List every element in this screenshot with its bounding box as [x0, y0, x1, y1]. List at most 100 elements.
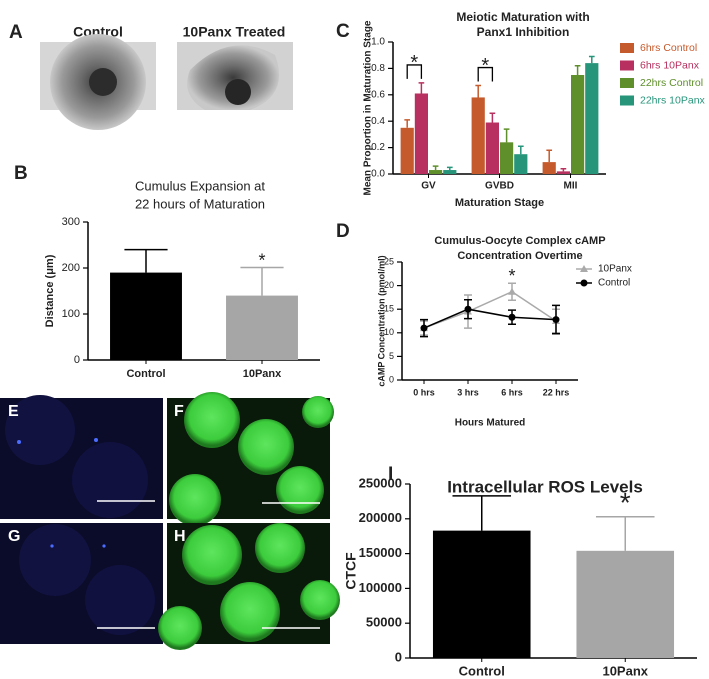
y-tick-label: 5	[389, 351, 394, 361]
bar	[400, 127, 414, 174]
bar	[226, 295, 298, 360]
panel-letter: I	[388, 464, 393, 485]
annotation: *	[481, 55, 489, 77]
legend-label: 22hrs Control	[640, 77, 703, 89]
fluorescence-image: E	[0, 395, 163, 519]
bar	[571, 75, 585, 174]
error-bar	[240, 266, 284, 296]
x-tick-label: 10Panx	[243, 368, 282, 380]
annotation: *	[620, 487, 631, 518]
annotation: *	[258, 250, 265, 270]
marker	[464, 305, 472, 313]
y-tick-label: 0	[395, 649, 402, 664]
error-bar	[574, 65, 581, 75]
legend-label: 22hrs 10Panx	[640, 94, 706, 106]
bracket	[406, 64, 423, 79]
y-tick-label: 0	[389, 374, 394, 384]
chart-title: Cumulus-Oocyte Complex cAMP	[434, 235, 605, 247]
panel-letter: A	[9, 22, 23, 43]
error-bar	[452, 495, 512, 531]
y-tick-label: 50000	[366, 615, 402, 630]
panel-letter: F	[174, 403, 184, 420]
bar	[514, 154, 528, 174]
y-tick-label: 200	[62, 262, 80, 274]
annotation: *	[508, 266, 515, 286]
y-axis-label: Mean Proportion in Maturation Stage	[363, 20, 374, 195]
legend-swatch	[620, 43, 634, 53]
bar	[471, 97, 485, 174]
error-bar	[595, 515, 655, 551]
y-tick-label: 1.0	[371, 37, 385, 48]
panel-letter: E	[8, 403, 19, 420]
legend-marker	[580, 279, 588, 287]
marker	[508, 287, 516, 295]
panel-letter: C	[336, 21, 350, 42]
micrograph	[177, 42, 293, 110]
legend-swatch	[620, 95, 634, 106]
x-tick-label: 6 hrs	[501, 387, 523, 397]
legend-marker	[580, 265, 588, 272]
legend-swatch	[620, 78, 634, 88]
x-tick-label: GV	[421, 181, 436, 192]
y-tick-label: 20	[384, 280, 394, 290]
x-tick-label: 22 hrs	[543, 387, 570, 397]
chart-title: Panx1 Inhibition	[477, 25, 570, 39]
chart-title: Concentration Overtime	[457, 250, 582, 262]
y-tick-label: 15	[384, 304, 394, 314]
y-axis-label: Distance (μm)	[44, 254, 56, 327]
legend-label: Control	[598, 278, 630, 289]
bar	[542, 162, 556, 174]
error-bar	[517, 145, 524, 155]
chart-title: 22 hours of Maturation	[135, 196, 265, 211]
bar	[556, 171, 570, 174]
bar	[429, 170, 443, 174]
y-axis-label: CTCF	[343, 552, 359, 590]
bar	[443, 170, 457, 174]
chart-title: Intracellular ROS Levels	[447, 477, 643, 496]
y-tick-label: 0.8	[371, 63, 385, 74]
bar	[500, 142, 514, 174]
y-tick-label: 200000	[359, 510, 402, 525]
legend-label: 6hrs 10Panx	[640, 59, 700, 71]
legend-label: 6hrs Control	[640, 42, 697, 54]
error-bar	[432, 165, 439, 171]
bar	[585, 63, 599, 175]
bar	[485, 122, 499, 174]
y-tick-label: 100	[62, 308, 80, 320]
error-bar	[475, 84, 482, 98]
annotation: *	[410, 52, 418, 74]
bar	[576, 550, 675, 658]
error-bar	[560, 167, 567, 172]
error-bar	[546, 149, 553, 163]
y-tick-label: 0.2	[371, 142, 385, 153]
y-tick-label: 150000	[359, 545, 402, 560]
error-bar	[404, 119, 411, 128]
panel-letter: D	[336, 221, 350, 242]
y-tick-label: 0.6	[371, 89, 385, 100]
panel-letter: G	[8, 528, 20, 545]
x-tick-label: MII	[564, 181, 578, 192]
legend-swatch	[620, 60, 634, 71]
y-tick-label: 100000	[359, 580, 402, 595]
x-tick-label: Control	[459, 663, 505, 678]
x-tick-label: Control	[126, 368, 165, 380]
error-bar	[124, 248, 168, 273]
y-tick-label: 300	[62, 216, 80, 228]
line	[423, 290, 557, 329]
legend-label: 10Panx	[598, 264, 632, 275]
error-bar	[503, 128, 510, 143]
fluorescence-image: H	[158, 523, 340, 650]
error-bar	[446, 166, 453, 171]
x-tick-label: 10Panx	[602, 663, 648, 678]
y-tick-label: 0	[74, 354, 80, 366]
panel-letter: H	[174, 528, 186, 545]
chart-title: Cumulus Expansion at	[135, 178, 265, 193]
bracket	[477, 66, 494, 82]
y-tick-label: 250000	[359, 475, 402, 490]
fluorescence-image: G	[0, 523, 163, 644]
x-tick-label: 0 hrs	[413, 387, 435, 397]
image-caption: 10Panx Treated	[183, 24, 286, 40]
fluorescence-image: F	[167, 392, 334, 526]
error-bar	[489, 112, 496, 123]
